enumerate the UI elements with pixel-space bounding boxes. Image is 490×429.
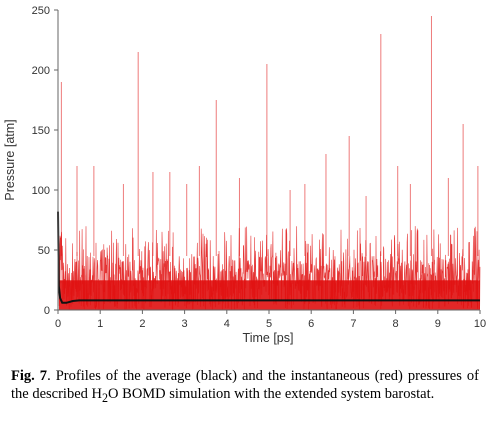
y-tick-label: 200 [32, 65, 50, 77]
x-tick-label: 6 [308, 318, 314, 330]
x-tick-label: 1 [97, 318, 103, 330]
y-axis-title: Pressure [atm] [3, 119, 17, 200]
y-tick-label: 50 [38, 245, 50, 257]
y-ticks: 0 50 100 150 200 250 [32, 5, 58, 317]
x-tick-label: 9 [435, 318, 441, 330]
x-tick-label: 8 [393, 318, 399, 330]
x-tick-label: 0 [55, 318, 61, 330]
x-tick-label: 7 [350, 318, 356, 330]
x-tick-label: 10 [474, 318, 486, 330]
x-tick-label: 4 [224, 318, 230, 330]
figure-caption: Fig. 7. Profiles of the average (black) … [11, 368, 479, 407]
caption-label: Fig. 7 [11, 368, 48, 384]
pressure-chart: 0 50 100 150 200 250 0 1 2 3 4 5 6 7 8 9 10 Time [ps] P… [3, 5, 486, 345]
x-axis-title: Time [ps] [243, 331, 294, 345]
x-tick-label: 5 [266, 318, 272, 330]
y-tick-label: 100 [32, 185, 50, 197]
caption-text-before: . Profiles of the average (black) and th… [11, 368, 479, 402]
y-tick-label: 250 [32, 5, 50, 17]
x-tick-label: 3 [182, 318, 188, 330]
x-ticks: 0 1 2 3 4 5 6 7 8 9 10 [55, 310, 486, 330]
y-tick-label: 150 [32, 125, 50, 137]
average-pressure-line [57, 211, 480, 304]
instantaneous-pressure-line [57, 226, 481, 311]
caption-subscript: 2 [102, 390, 109, 405]
caption-text-after: O BOMD simulation with the extended syst… [108, 385, 435, 402]
y-tick-label: 0 [44, 305, 50, 317]
plot-area [57, 16, 481, 311]
x-tick-label: 2 [139, 318, 145, 330]
